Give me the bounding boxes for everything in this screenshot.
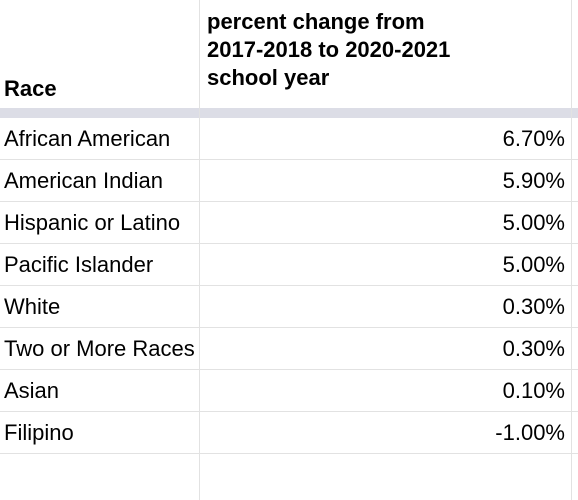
percent-change-cell[interactable]: 5.00% [502, 252, 565, 277]
percent-change-cell[interactable]: 0.30% [502, 336, 565, 361]
table-row: Two or More Races 0.30% [0, 328, 578, 370]
header-change-line-1: percent change from [207, 9, 425, 34]
race-cell[interactable]: Asian [4, 378, 60, 403]
percent-change-cell[interactable]: -1.00% [495, 420, 565, 445]
empty-cell[interactable] [0, 454, 199, 500]
table-row: African American 6.70% [0, 118, 578, 160]
column-divider [199, 0, 200, 500]
percent-change-cell[interactable]: 6.70% [502, 126, 565, 151]
race-cell[interactable]: Filipino [4, 420, 74, 445]
header-change-line-2: 2017-2018 to 2020-2021 [207, 37, 451, 62]
percent-change-cell[interactable]: 5.90% [502, 168, 565, 193]
percent-change-cell[interactable]: 5.00% [502, 210, 565, 235]
column-divider [571, 0, 572, 500]
percent-change-cell[interactable]: 0.10% [502, 378, 565, 403]
race-cell[interactable]: Two or More Races [4, 336, 195, 361]
table-row: Filipino -1.00% [0, 412, 578, 454]
race-cell[interactable]: Pacific Islander [4, 252, 154, 277]
table-row: Hispanic or Latino 5.00% [0, 202, 578, 244]
table-row: Asian 0.10% [0, 370, 578, 412]
race-cell[interactable]: White [4, 294, 61, 319]
table-row: American Indian 5.90% [0, 160, 578, 202]
race-cell[interactable]: American Indian [4, 168, 163, 193]
header-change-line-3: school year [207, 65, 330, 90]
percent-change-cell[interactable]: 0.30% [502, 294, 565, 319]
frozen-row-divider[interactable] [0, 108, 578, 118]
header-cell-race[interactable]: Race [0, 0, 199, 108]
race-cell[interactable]: Hispanic or Latino [4, 210, 181, 235]
header-row: Race percent change from 2017-2018 to 20… [0, 0, 578, 108]
table-row: Pacific Islander 5.00% [0, 244, 578, 286]
empty-row [0, 454, 578, 500]
header-race-label: Race [4, 76, 57, 101]
race-cell[interactable]: African American [4, 126, 171, 151]
empty-cell[interactable] [199, 454, 571, 500]
table-row: White 0.30% [0, 286, 578, 328]
header-cell-percent-change[interactable]: percent change from 2017-2018 to 2020-20… [199, 0, 571, 108]
